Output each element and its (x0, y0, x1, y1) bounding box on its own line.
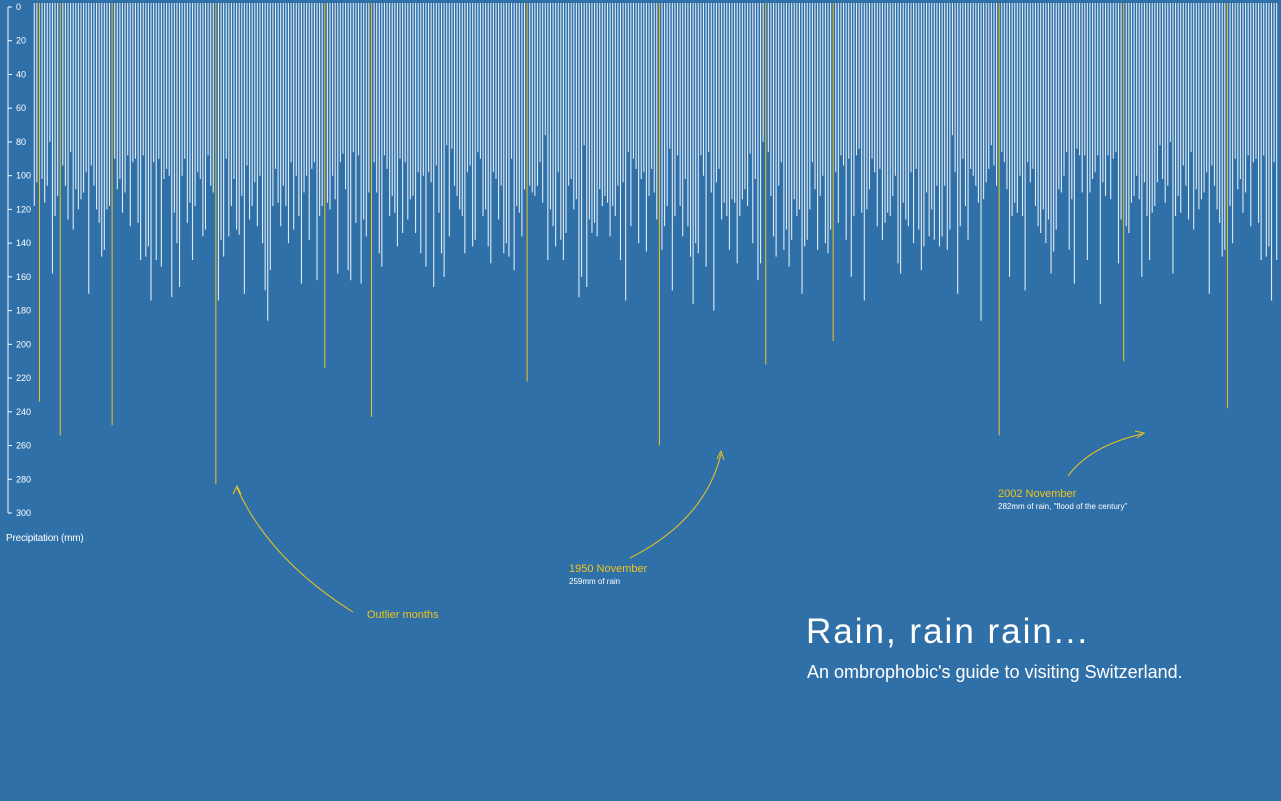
annotation-2002-text: 282mm of rain, "flood of the century" (998, 502, 1128, 511)
y-tick-label: 40 (16, 69, 26, 79)
y-axis-label: Precipitation (mm) (6, 533, 84, 544)
arrowhead-2002 (1134, 430, 1146, 439)
annotation-outlier-months-title: Outlier months (367, 609, 439, 621)
bars-group (33, 3, 1278, 485)
y-tick-label: 160 (16, 272, 31, 282)
arrow-1950 (629, 453, 722, 559)
page-subtitle: An ombrophobic's guide to visiting Switz… (807, 662, 1183, 682)
annotation-1950-text: 259mm of rain (569, 577, 621, 586)
y-tick-label: 100 (16, 171, 31, 181)
arrowhead-outlier-months (232, 484, 242, 495)
arrow-2002 (1067, 433, 1143, 477)
annotation-1950-title: 1950 November (569, 563, 648, 575)
arrowhead-1950 (716, 449, 725, 461)
page-title: Rain, rain rain... (806, 612, 1090, 651)
y-tick-label: 140 (16, 238, 31, 248)
y-tick-label: 20 (16, 36, 26, 46)
y-tick-label: 180 (16, 306, 31, 316)
y-tick-label: 80 (16, 137, 26, 147)
annotation-arrows (232, 430, 1146, 613)
y-tick-label: 220 (16, 373, 31, 383)
y-tick-label: 200 (16, 339, 31, 349)
arrow-outlier-months (236, 487, 354, 613)
y-tick-label: 60 (16, 103, 26, 113)
y-tick-label: 0 (16, 2, 21, 12)
y-tick-label: 260 (16, 441, 31, 451)
y-tick-label: 280 (16, 474, 31, 484)
annotation-2002-title: 2002 November (998, 488, 1077, 500)
y-tick-label: 120 (16, 204, 31, 214)
y-axis: 0 20 40 60 80 100 120 140 160 180 200 220 240 260 280 3… (7, 2, 31, 518)
y-tick-label: 240 (16, 407, 31, 417)
y-tick-label: 300 (16, 508, 31, 518)
